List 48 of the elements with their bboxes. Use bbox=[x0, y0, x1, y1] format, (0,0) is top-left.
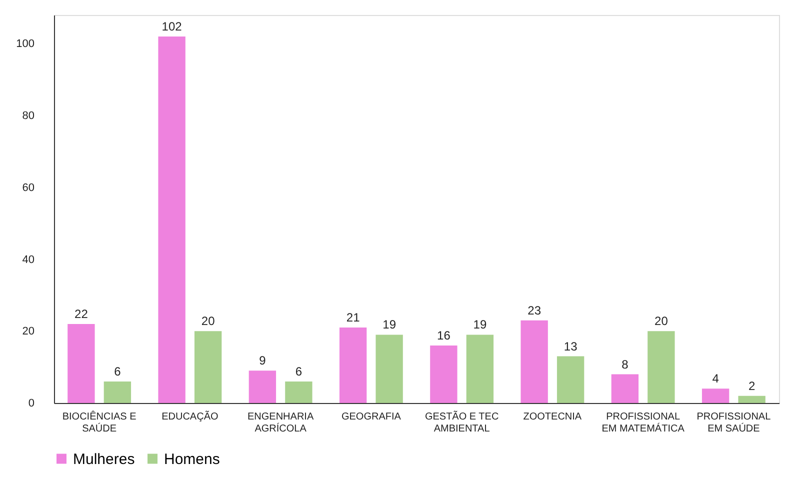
bar bbox=[430, 346, 458, 403]
bar bbox=[611, 374, 639, 403]
x-tick-label: GESTÃO E TEC AMBIENTAL bbox=[424, 410, 499, 434]
y-tick-label: 20 bbox=[22, 326, 34, 338]
bar bbox=[648, 331, 675, 403]
x-tick-label: PROFISSIONAL EM SAÚDE bbox=[696, 412, 772, 434]
bar bbox=[556, 356, 584, 403]
x-tick-label: EDUCAÇÃO bbox=[162, 410, 218, 422]
data-label: 21 bbox=[346, 310, 360, 325]
y-tick-label: 100 bbox=[16, 38, 34, 50]
data-label: 23 bbox=[528, 303, 542, 318]
bar bbox=[104, 381, 132, 403]
bar bbox=[376, 334, 403, 403]
legend-label: Mulheres bbox=[73, 450, 135, 468]
x-tick-label: PROFISSIONAL EM MATEMÁTICA bbox=[602, 412, 685, 434]
data-label: 22 bbox=[74, 306, 88, 321]
data-label: 6 bbox=[295, 364, 302, 378]
data-label: 13 bbox=[564, 339, 578, 354]
legend-label: Homens bbox=[164, 450, 220, 468]
bar bbox=[68, 324, 95, 403]
data-label: 2 bbox=[748, 378, 756, 393]
data-label: 9 bbox=[259, 354, 266, 368]
bar bbox=[248, 370, 276, 403]
y-tick-label: 60 bbox=[22, 182, 34, 194]
bar bbox=[466, 334, 494, 403]
data-label: 20 bbox=[201, 314, 216, 328]
x-tick-label: ENGENHARIA AGRÍCOLA bbox=[248, 412, 314, 434]
bar bbox=[194, 331, 222, 403]
y-tick-label: 80 bbox=[22, 110, 34, 122]
data-label: 19 bbox=[473, 318, 487, 332]
data-label: 16 bbox=[437, 328, 451, 343]
data-label: 102 bbox=[162, 20, 182, 34]
data-label: 19 bbox=[382, 318, 396, 332]
x-tick-label: BIOCIÊNCIAS E SAÚDE bbox=[62, 410, 137, 434]
bar bbox=[339, 328, 367, 403]
y-tick-label: 0 bbox=[28, 398, 34, 410]
bar bbox=[702, 388, 730, 403]
data-label: 20 bbox=[654, 314, 668, 328]
data-label: 6 bbox=[114, 364, 122, 378]
bar bbox=[158, 36, 186, 403]
bar bbox=[520, 320, 548, 403]
data-label: 8 bbox=[622, 357, 629, 372]
bar bbox=[738, 396, 766, 403]
x-tick-label: GEOGRAFIA bbox=[341, 412, 402, 422]
bar bbox=[285, 381, 312, 403]
data-label: 4 bbox=[712, 372, 720, 386]
x-tick-label: ZOOTECNIA bbox=[523, 412, 582, 422]
y-tick-label: 40 bbox=[22, 254, 34, 266]
